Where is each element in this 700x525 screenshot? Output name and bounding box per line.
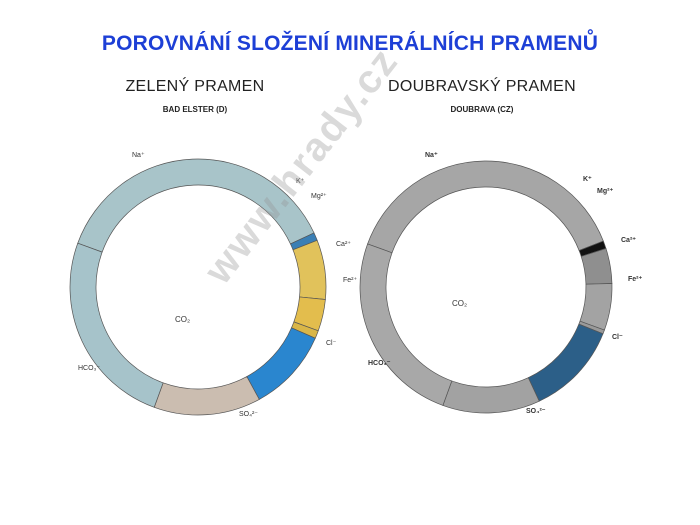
donut-slice xyxy=(367,160,604,254)
slice-label: Cl⁻ xyxy=(326,340,337,347)
chart-header-doubravsky: DOUBRAVSKÝ PRAMEN DOUBRAVA (CZ) xyxy=(312,78,652,114)
donut-slice xyxy=(359,243,453,406)
donut-chart-1: Na⁺ K⁺ Mg²⁺ Ca²⁺ Fe²⁺ Cl⁻ SO₄²⁻ HCO₃⁻ CO₂ xyxy=(359,152,643,415)
donut-slice xyxy=(442,377,540,414)
slice-label: SO₄²⁻ xyxy=(526,408,546,415)
slice-label: Ca²⁺ xyxy=(336,241,351,248)
donut-chart-0: Na⁺ K⁺ Mg²⁺ Ca²⁺ Fe²⁺ Cl⁻ SO₄²⁻ HCO₃⁻ CO₂ xyxy=(69,152,358,418)
slice-label: Fe²⁺ xyxy=(628,276,643,283)
slice-label: Mg²⁺ xyxy=(311,193,327,200)
slice-label: Mg²⁺ xyxy=(597,188,613,195)
slice-label: K⁺ xyxy=(296,178,305,185)
center-label: CO₂ xyxy=(175,315,190,324)
slice-label: K⁺ xyxy=(583,176,592,183)
slice-label: Cl⁻ xyxy=(612,334,623,341)
chart-subtitle: DOUBRAVA (CZ) xyxy=(450,105,514,114)
slice-label: Na⁺ xyxy=(425,152,438,159)
chart-subtitle: BAD ELSTER (D) xyxy=(162,105,228,114)
center-label: CO₂ xyxy=(452,299,467,308)
page-title: POROVNÁNÍ SLOŽENÍ MINERÁLNÍCH PRAMENŮ xyxy=(101,32,599,55)
donut-slice xyxy=(246,327,316,400)
slice-label: Fe²⁺ xyxy=(343,277,358,284)
chart-title: ZELENÝ PRAMEN xyxy=(125,78,265,95)
slice-label: HCO₃⁻ xyxy=(368,360,391,367)
donut-slice xyxy=(69,242,164,408)
chart-title: DOUBRAVSKÝ PRAMEN xyxy=(388,78,576,95)
slice-label: Ca²⁺ xyxy=(621,237,636,244)
donut-slice xyxy=(153,376,260,416)
chart-header-zeleny: ZELENÝ PRAMEN BAD ELSTER (D) xyxy=(25,78,365,114)
slice-label: HCO₃⁻ xyxy=(78,365,100,372)
slice-label: Na⁺ xyxy=(132,152,145,159)
slice-label: SO₄²⁻ xyxy=(239,411,258,418)
donut-slice xyxy=(527,323,604,402)
donut-slice xyxy=(292,239,327,300)
